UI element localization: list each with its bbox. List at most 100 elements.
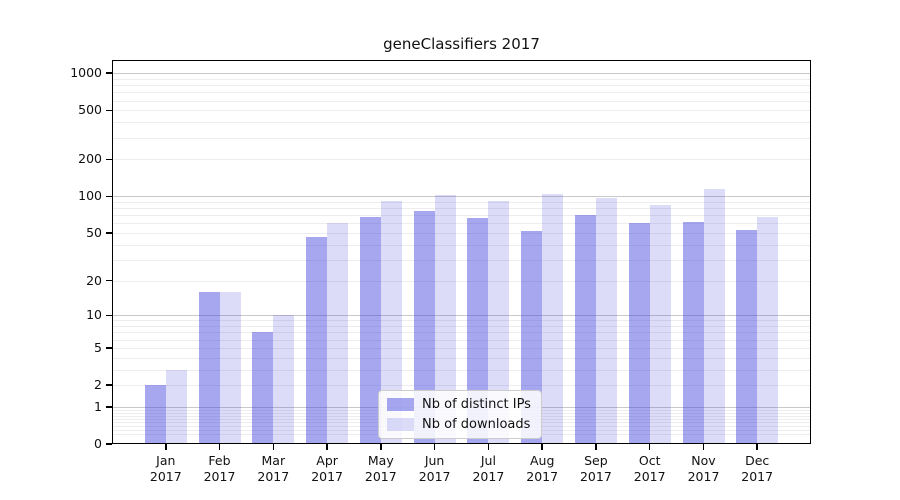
- y-axis-tick-label: 0: [94, 436, 102, 451]
- x-axis-tick-label: Apr 2017: [311, 453, 343, 484]
- legend-swatch-distinct-ips: [387, 398, 414, 411]
- x-axis-tick-label: Jul 2017: [472, 453, 505, 484]
- gridline-minor: [112, 233, 811, 234]
- gridline-minor: [112, 280, 811, 282]
- bar-nb-of-downloads: [703, 189, 725, 444]
- legend-swatch-downloads: [387, 418, 414, 431]
- x-axis-tick-label: Oct 2017: [633, 453, 666, 484]
- gridline-minor: [112, 326, 811, 328]
- gridline-minor: [112, 100, 811, 102]
- y-axis-tick-label: 500: [78, 102, 102, 118]
- y-axis-tick: [106, 384, 112, 386]
- gridline-minor: [112, 347, 811, 349]
- x-axis-tick: [272, 444, 275, 450]
- gridline-minor: [112, 259, 811, 261]
- bar-nb-of-distinct-ips: [467, 217, 489, 444]
- y-axis-tick: [106, 232, 112, 234]
- x-axis-tick-label: Mar 2017: [257, 453, 290, 484]
- gridline-minor: [112, 208, 811, 210]
- x-axis-tick: [756, 444, 758, 450]
- bar-nb-of-downloads: [595, 197, 617, 444]
- legend: Nb of distinct IPs Nb of downloads: [378, 390, 542, 439]
- y-axis-tick: [106, 443, 112, 445]
- gridline-minor: [112, 137, 811, 139]
- y-axis-tick: [106, 279, 112, 282]
- bar-nb-of-distinct-ips: [736, 229, 758, 444]
- gridline-minor: [112, 320, 811, 322]
- y-axis-tick: [106, 314, 112, 317]
- x-axis-tick-label: May 2017: [364, 453, 397, 484]
- bar-nb-of-downloads: [434, 194, 456, 444]
- gridline-major: [112, 196, 811, 198]
- legend-item-downloads: Nb of downloads: [387, 417, 531, 432]
- gridline-major: [112, 73, 811, 75]
- gridline-minor: [112, 244, 811, 246]
- bar-nb-of-distinct-ips: [144, 385, 166, 444]
- gridline-minor: [112, 92, 811, 94]
- x-axis-tick: [595, 444, 597, 450]
- bar-nb-of-downloads: [273, 315, 295, 444]
- y-axis-tick-label: 200: [78, 151, 102, 167]
- legend-label-distinct-ips: Nb of distinct IPs: [422, 397, 531, 412]
- legend-item-distinct-ips: Nb of distinct IPs: [387, 397, 531, 412]
- bar-nb-of-distinct-ips: [359, 216, 381, 444]
- gridline-minor: [112, 78, 811, 80]
- bar-nb-of-downloads: [327, 223, 349, 444]
- x-axis-tick-label: Nov 2017: [687, 453, 720, 484]
- bar-nb-of-distinct-ips: [682, 221, 704, 444]
- x-axis-tick: [326, 444, 328, 450]
- gridline-major: [112, 315, 811, 317]
- gridline-minor: [112, 215, 811, 217]
- gridline-minor: [112, 85, 811, 87]
- y-axis-tick-label: 5: [94, 339, 102, 355]
- y-axis-tick-label: 100: [78, 188, 102, 204]
- bar-nb-of-distinct-ips: [628, 223, 650, 444]
- x-axis-tick-label: Dec 2017: [741, 453, 774, 484]
- x-axis-tick-label: Sep 2017: [579, 453, 612, 484]
- gridline-minor: [112, 159, 811, 161]
- bar-nb-of-distinct-ips: [252, 332, 274, 444]
- x-axis-tick-label: Jun 2017: [418, 453, 451, 484]
- bar-nb-of-downloads: [757, 216, 779, 444]
- gridline-minor: [112, 332, 811, 334]
- x-axis-tick: [648, 444, 651, 450]
- y-axis-tick: [106, 109, 112, 112]
- bar-nb-of-distinct-ips: [413, 210, 435, 444]
- x-axis-tick: [433, 444, 436, 450]
- y-axis-tick: [106, 347, 112, 349]
- bar-nb-of-downloads: [542, 193, 564, 444]
- gridline-minor: [112, 122, 811, 124]
- gridline-minor: [112, 357, 811, 359]
- x-axis-tick: [487, 444, 490, 450]
- bar-nb-of-downloads: [488, 200, 510, 444]
- x-axis-tick: [541, 444, 543, 450]
- gridline-minor: [112, 201, 811, 203]
- bar-nb-of-downloads: [219, 292, 241, 444]
- y-axis-tick: [106, 195, 112, 198]
- bar-nb-of-downloads: [380, 200, 402, 444]
- x-axis-tick: [165, 444, 167, 450]
- gridline-minor: [112, 339, 811, 341]
- y-axis-tick: [106, 158, 112, 161]
- y-axis-tick-label: 10: [86, 307, 102, 323]
- bar-nb-of-downloads: [649, 205, 671, 444]
- chart-title: geneClassifiers 2017: [383, 35, 540, 53]
- y-axis-tick-label: 2: [94, 377, 102, 392]
- gridline-minor: [112, 385, 811, 386]
- x-axis-tick-label: Feb 2017: [203, 453, 236, 484]
- gridline-minor: [112, 369, 811, 371]
- x-axis-tick: [702, 444, 705, 450]
- y-axis-tick: [106, 72, 112, 74]
- plot-area: Nb of distinct IPs Nb of downloads: [112, 60, 811, 444]
- y-axis-tick-label: 1: [94, 398, 102, 414]
- y-axis-tick-label: 50: [86, 225, 102, 240]
- x-axis-tick-label: Jan 2017: [149, 453, 182, 484]
- gridline-minor: [112, 110, 811, 112]
- y-axis-tick-label: 1000: [70, 65, 102, 81]
- bar-nb-of-distinct-ips: [198, 292, 220, 444]
- y-axis-tick: [106, 406, 112, 408]
- x-axis-tick-label: Aug 2017: [526, 453, 559, 484]
- legend-label-downloads: Nb of downloads: [422, 417, 531, 432]
- y-axis-tick-label: 20: [86, 272, 102, 288]
